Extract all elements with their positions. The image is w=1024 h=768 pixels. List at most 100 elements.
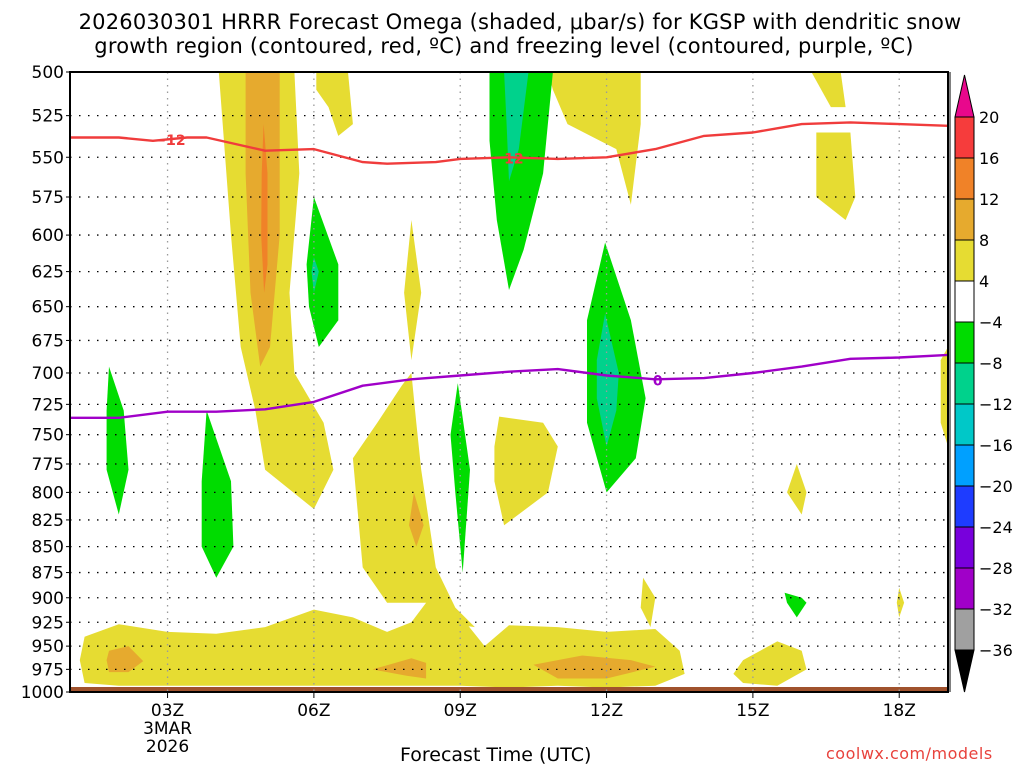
x-tick-date-year: 2026 — [146, 737, 189, 757]
colorbar-label-10: −24 — [979, 518, 1013, 537]
omega-region-6 — [409, 492, 424, 547]
y-tick-label-750: 750 — [32, 426, 64, 446]
omega-region-14 — [640, 577, 656, 628]
omega-shading-layer — [79, 72, 948, 688]
omega-region-7 — [494, 416, 558, 526]
omega-region-2 — [261, 124, 268, 293]
y-tick-label-800: 800 — [32, 483, 64, 503]
surface-terrain-band — [70, 687, 948, 692]
colorbar-label-7: −12 — [979, 395, 1013, 414]
omega-region-8 — [548, 72, 641, 205]
colorbar-bin-4 — [954, 280, 975, 323]
colorbar-bin-1 — [954, 157, 975, 200]
y-tick-label-675: 675 — [32, 331, 64, 351]
colorbar-bin-9 — [954, 485, 975, 528]
contour-line-layer: −12 12 0 — [70, 121, 949, 419]
omega-region-16 — [733, 641, 807, 686]
y-tick-label-600: 600 — [32, 226, 64, 246]
colorbar-label-11: −28 — [979, 559, 1013, 578]
y-tick-label-650: 650 — [32, 298, 64, 318]
contour-label-freezing-0: 0 — [653, 373, 663, 389]
y-tick-label-550: 550 — [32, 148, 64, 168]
colorbar-bin-2 — [954, 198, 975, 241]
y-tick-label-950: 950 — [32, 637, 64, 657]
contour-freezing-level-0 — [70, 353, 949, 419]
y-tick-label-925: 925 — [32, 613, 64, 633]
colorbar-bin-8 — [954, 444, 975, 487]
x-tick-label-06Z: 06Z — [297, 701, 330, 721]
omega-region-27 — [596, 313, 619, 447]
colorbar-label-2: 12 — [979, 190, 999, 209]
omega-region-24 — [489, 72, 553, 290]
colorbar-label-3: 8 — [979, 231, 989, 250]
omega-region-4 — [404, 220, 422, 361]
x-tick-label-09Z: 09Z — [444, 701, 477, 721]
colorbar-bottom-arrow — [954, 649, 975, 693]
colorbar-label-8: −16 — [979, 436, 1013, 455]
contour-dendritic-minus12 — [70, 121, 949, 165]
omega-region-25 — [504, 72, 529, 182]
omega-region-28 — [450, 383, 470, 573]
y-tick-label-825: 825 — [32, 511, 64, 531]
x-tick-label-18Z: 18Z — [883, 701, 916, 721]
x-tick-date-month: 3MAR — [143, 719, 192, 739]
colorbar-bin-11 — [954, 567, 975, 610]
x-axis-title: Forecast Time (UTC) — [400, 744, 592, 766]
y-tick-label-1000: 1000 — [21, 683, 64, 703]
omega-region-18 — [372, 658, 427, 679]
y-tick-label-700: 700 — [32, 364, 64, 384]
omega-region-17 — [106, 646, 144, 673]
omega-region-19 — [533, 655, 656, 679]
colorbar-bin-0 — [954, 116, 975, 159]
omega-region-23 — [311, 257, 319, 293]
axes-layer: 500 525 550 575 600 625 650 675 700 725 750 775 800 8… — [21, 63, 951, 757]
contour-label-minus12-b: 12 — [504, 151, 523, 167]
colorbar-label-1: 16 — [979, 149, 999, 168]
colorbar-top-arrow — [954, 74, 975, 118]
omega-region-11 — [940, 347, 948, 447]
y-tick-label-575: 575 — [32, 188, 64, 208]
y-tick-label-725: 725 — [32, 395, 64, 415]
x-tick-label-12Z: 12Z — [590, 701, 623, 721]
y-tick-label-500: 500 — [32, 63, 64, 83]
chart-title-line2: growth region (contoured, red, ºC) and f… — [94, 34, 914, 58]
omega-region-3 — [316, 72, 353, 136]
omega-region-9 — [811, 72, 846, 108]
contour-label-minus12-a: −12 — [154, 133, 185, 149]
y-tick-label-775: 775 — [32, 455, 64, 475]
y-tick-label-625: 625 — [32, 263, 64, 283]
colorbar-label-12: −32 — [979, 600, 1013, 619]
credit-link[interactable]: coolwx.com/models — [826, 744, 993, 763]
y-tick-label-875: 875 — [32, 564, 64, 584]
colorbar-bin-7 — [954, 403, 975, 446]
plot-frame — [69, 71, 949, 693]
x-tick-label-03Z: 03Z — [151, 701, 184, 721]
omega-region-20 — [106, 366, 129, 515]
chart-title-line1: 2026030301 HRRR Forecast Omega (shaded, … — [78, 10, 962, 34]
omega-region-15 — [79, 602, 685, 688]
omega-region-29 — [784, 592, 807, 618]
x-tick-label-15Z: 15Z — [736, 701, 769, 721]
colorbar-label-9: −20 — [979, 477, 1013, 496]
y-tick-label-975: 975 — [32, 660, 64, 680]
colorbar-bin-12 — [954, 608, 975, 651]
y-tick-label-525: 525 — [32, 107, 64, 127]
colorbar-label-5: −4 — [979, 313, 1003, 332]
colorbar-label-4: 4 — [979, 272, 989, 291]
surface-band — [70, 687, 948, 692]
y-tick-label-900: 900 — [32, 589, 64, 609]
colorbar: 20 16 12 8 4 −4 −8 −12 −16 −20 −24 −28 −32 −36 — [954, 74, 1013, 693]
colorbar-bin-5 — [954, 321, 975, 364]
omega-region-12 — [787, 464, 807, 515]
colorbar-label-6: −8 — [979, 354, 1003, 373]
colorbar-bin-10 — [954, 526, 975, 569]
colorbar-bin-6 — [954, 362, 975, 405]
colorbar-label-0: 20 — [979, 108, 999, 127]
colorbar-bin-3 — [954, 239, 975, 282]
colorbar-label-13: −36 — [979, 641, 1013, 660]
omega-region-13 — [896, 587, 905, 618]
y-tick-label-850: 850 — [32, 538, 64, 558]
omega-region-10 — [816, 132, 856, 220]
omega-region-21 — [201, 410, 234, 578]
